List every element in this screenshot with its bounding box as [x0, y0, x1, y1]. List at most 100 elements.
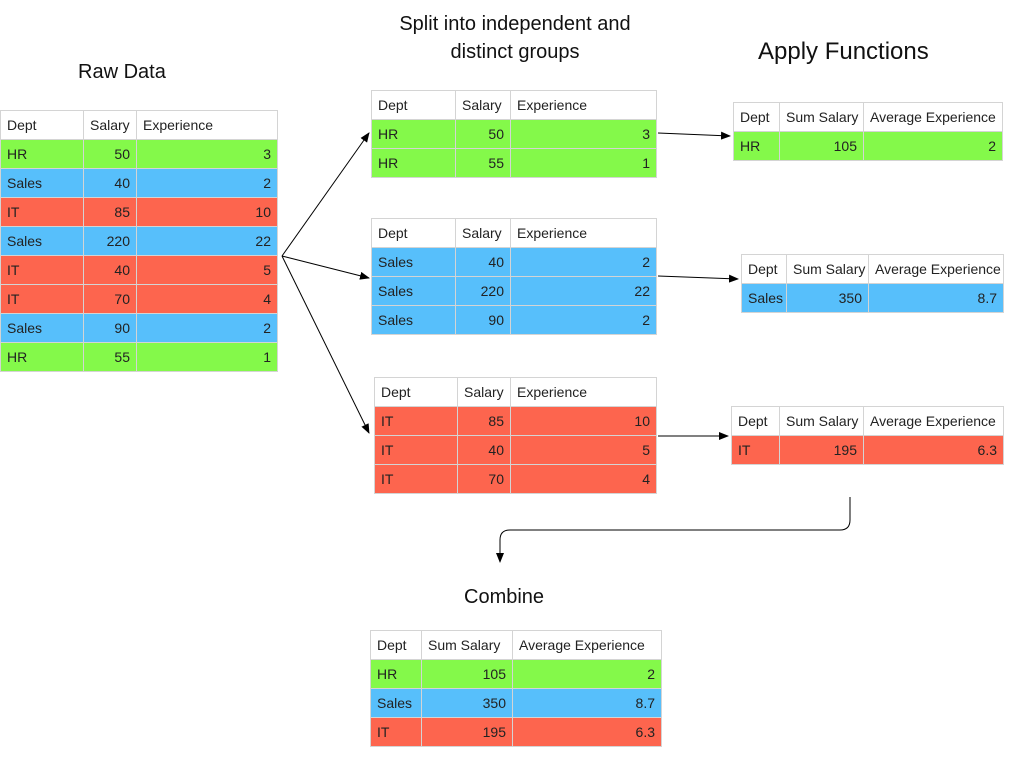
arrow-raw-to-it	[281, 255, 370, 434]
dept-cell: Sales	[0, 313, 84, 343]
dept-cell: HR	[0, 342, 84, 372]
column-header: Dept	[733, 102, 780, 132]
column-header: Sum Salary	[779, 102, 864, 132]
table-row: HR 105 2	[370, 659, 662, 689]
value-cell: 4	[510, 464, 657, 494]
combine-title: Combine	[464, 586, 545, 608]
table-row: HR 105 2	[733, 131, 1003, 161]
column-header: Dept	[370, 630, 422, 660]
dept-cell: HR	[0, 139, 84, 169]
header-row: Dept Salary Experience	[374, 377, 657, 407]
column-header: Average Experience	[512, 630, 662, 660]
value-cell: 40	[83, 255, 137, 285]
dept-cell: Sales	[371, 305, 456, 335]
table-row: HR 50 3	[371, 119, 657, 149]
value-cell: 8.7	[868, 283, 1004, 313]
table-row: HR 55 1	[371, 148, 657, 178]
apply-it-table: Dept Sum Salary Average Experience IT 195 6.3	[731, 406, 1004, 465]
value-cell: 5	[510, 435, 657, 465]
arrow-raw-to-hr	[281, 132, 370, 257]
column-header: Experience	[510, 377, 657, 407]
raw-data-title: Raw Data	[78, 61, 166, 83]
value-cell: 2	[510, 305, 657, 335]
value-cell: 195	[779, 435, 864, 465]
dept-cell: Sales	[0, 226, 84, 256]
column-header: Sum Salary	[786, 254, 869, 284]
column-header: Salary	[455, 218, 511, 248]
value-cell: 90	[455, 305, 511, 335]
split-hr-table: Dept Salary Experience HR 50 3 HR 55 1	[371, 90, 657, 178]
split-title: Split into independent and distinct grou…	[399, 13, 631, 63]
column-header: Dept	[374, 377, 458, 407]
column-header: Dept	[371, 90, 456, 120]
value-cell: 70	[457, 464, 511, 494]
dept-cell: Sales	[371, 247, 456, 277]
header-row: Dept Salary Experience	[371, 90, 657, 120]
table-row: IT 70 4	[374, 464, 657, 494]
value-cell: 195	[421, 717, 513, 747]
dept-cell: HR	[733, 131, 780, 161]
arrow-raw-to-sales	[281, 255, 370, 280]
value-cell: 22	[136, 226, 278, 256]
column-header: Sum Salary	[421, 630, 513, 660]
split-sales-table: Dept Salary Experience Sales 40 2 Sales 220 22 Sa…	[371, 218, 657, 335]
column-header: Dept	[731, 406, 780, 436]
value-cell: 3	[510, 119, 657, 149]
value-cell: 40	[457, 435, 511, 465]
value-cell: 220	[83, 226, 137, 256]
column-header: Experience	[510, 90, 657, 120]
column-header: Experience	[136, 110, 278, 140]
apply-title: Apply Functions	[758, 38, 929, 65]
dept-cell: IT	[0, 284, 84, 314]
header-row: Dept Salary Experience	[0, 110, 278, 140]
arrow-apply-to-combine	[496, 497, 851, 563]
table-row: Sales 90 2	[0, 313, 278, 343]
value-cell: 2	[863, 131, 1003, 161]
column-header: Dept	[371, 218, 456, 248]
header-row: Dept Sum Salary Average Experience	[733, 102, 1003, 132]
dept-cell: IT	[0, 255, 84, 285]
column-header: Sum Salary	[779, 406, 864, 436]
table-row: IT 40 5	[374, 435, 657, 465]
header-row: Dept Sum Salary Average Experience	[731, 406, 1004, 436]
value-cell: 2	[510, 247, 657, 277]
value-cell: 90	[83, 313, 137, 343]
column-header: Salary	[457, 377, 511, 407]
dept-cell: IT	[374, 435, 458, 465]
column-header: Salary	[455, 90, 511, 120]
table-row: Sales 350 8.7	[370, 688, 662, 718]
value-cell: 50	[455, 119, 511, 149]
value-cell: 55	[455, 148, 511, 178]
table-row: IT 85 10	[374, 406, 657, 436]
value-cell: 105	[779, 131, 864, 161]
value-cell: 6.3	[512, 717, 662, 747]
table-row: Sales 220 22	[371, 276, 657, 306]
combined-table: Dept Sum Salary Average Experience HR 105 2 Sa…	[370, 630, 662, 747]
column-header: Average Experience	[863, 102, 1003, 132]
value-cell: 350	[421, 688, 513, 718]
column-header: Experience	[510, 218, 657, 248]
header-row: Dept Sum Salary Average Experience	[741, 254, 1004, 284]
dept-cell: Sales	[741, 283, 787, 313]
dept-cell: IT	[731, 435, 780, 465]
table-row: Sales 90 2	[371, 305, 657, 335]
value-cell: 3	[136, 139, 278, 169]
table-row: IT 195 6.3	[370, 717, 662, 747]
table-row: IT 85 10	[0, 197, 278, 227]
table-row: Sales 40 2	[371, 247, 657, 277]
column-header: Salary	[83, 110, 137, 140]
header-row: Dept Salary Experience	[371, 218, 657, 248]
value-cell: 40	[83, 168, 137, 198]
value-cell: 4	[136, 284, 278, 314]
table-row: Sales 220 22	[0, 226, 278, 256]
table-row: IT 195 6.3	[731, 435, 1004, 465]
column-header: Dept	[741, 254, 787, 284]
value-cell: 1	[510, 148, 657, 178]
value-cell: 350	[786, 283, 869, 313]
value-cell: 85	[83, 197, 137, 227]
dept-cell: IT	[370, 717, 422, 747]
value-cell: 50	[83, 139, 137, 169]
value-cell: 1	[136, 342, 278, 372]
split-it-table: Dept Salary Experience IT 85 10 IT 40 5 IT 70 4	[374, 377, 657, 494]
